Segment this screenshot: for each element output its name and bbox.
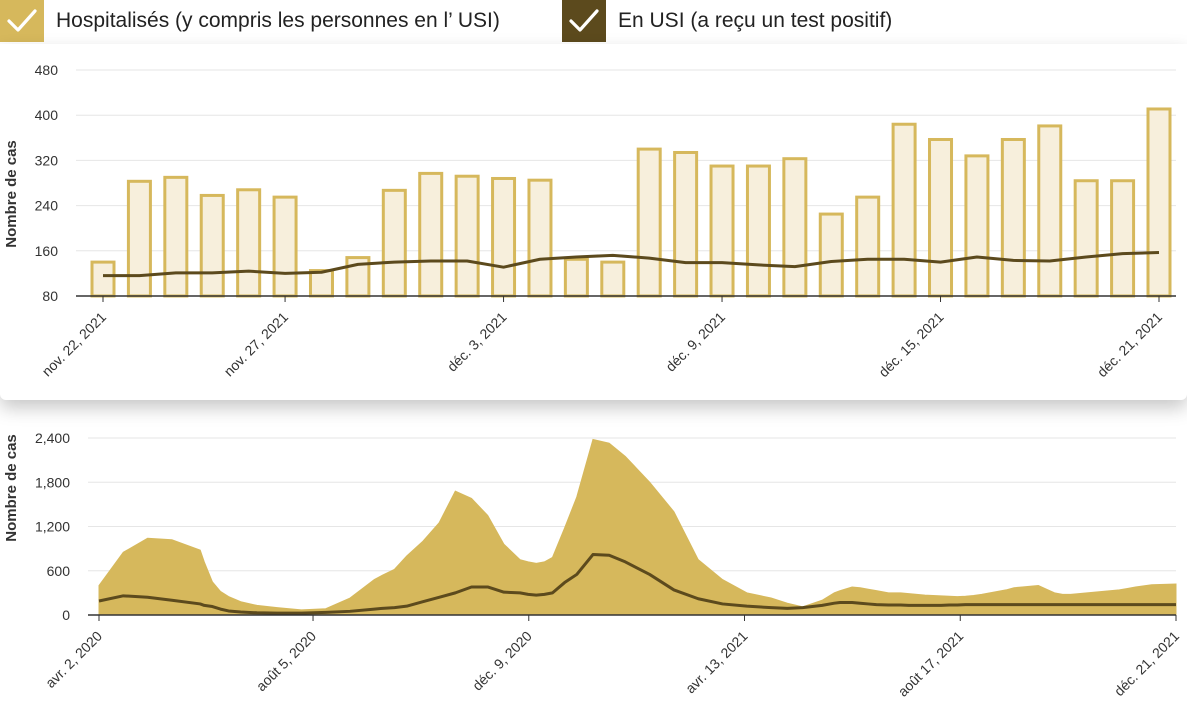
icu-line xyxy=(98,553,1176,615)
y-tick-label: 2,400 xyxy=(35,430,70,446)
x-tick-label: avr. 13, 2021 xyxy=(682,628,751,697)
recent-chart-card: 80 160 240 320 400 480 nov. 22, 2021 nov. 27, … xyxy=(0,44,1187,400)
legend-item-hospitalized[interactable]: Hospitalisés (y compris les personnes en… xyxy=(0,0,500,42)
y-axis: 0 600 1,200 1,800 2,400 xyxy=(35,430,70,623)
bar[interactable] xyxy=(855,195,881,298)
y-tick-label: 80 xyxy=(42,288,58,304)
y-axis-label: Nombre de cas xyxy=(3,140,20,248)
y-tick-label: 1,200 xyxy=(35,519,70,535)
legend: Hospitalisés (y compris les personnes en… xyxy=(0,0,1187,44)
y-tick-label: 160 xyxy=(35,243,59,259)
bar[interactable] xyxy=(454,174,480,298)
bar[interactable] xyxy=(1073,179,1099,298)
hospitalized-checkbox[interactable] xyxy=(0,0,44,42)
x-tick-label: nov. 27, 2021 xyxy=(221,309,292,380)
bar[interactable] xyxy=(1110,179,1136,298)
y-tick-label: 480 xyxy=(35,62,59,78)
bar[interactable] xyxy=(527,178,553,298)
bar[interactable] xyxy=(491,176,517,298)
bar[interactable] xyxy=(1000,137,1026,298)
x-tick-label: août 5, 2020 xyxy=(253,628,320,695)
y-tick-label: 1,800 xyxy=(35,474,70,490)
checkmark-icon xyxy=(569,9,599,32)
bar[interactable] xyxy=(126,179,152,298)
bar[interactable] xyxy=(199,193,225,298)
x-axis: nov. 22, 2021 nov. 27, 2021 déc. 3, 2021 dé… xyxy=(39,295,1176,380)
bar[interactable] xyxy=(600,260,626,298)
y-tick-label: 320 xyxy=(35,152,59,168)
y-axis: 80 160 240 320 400 480 xyxy=(35,62,59,304)
x-tick-label: déc. 21, 2021 xyxy=(1094,309,1165,380)
bar[interactable] xyxy=(782,157,808,298)
y-tick-label: 400 xyxy=(35,107,59,123)
y-tick-label: 600 xyxy=(47,563,71,579)
bar[interactable] xyxy=(563,257,589,298)
bars xyxy=(90,107,1172,298)
bar[interactable] xyxy=(381,188,407,298)
icu-series-line xyxy=(98,553,1176,615)
overall-area-chart: 0 600 1,200 1,800 2,400 avr. 2, 2020 août 5, … xyxy=(3,430,1182,700)
y-tick-label: 0 xyxy=(62,607,70,623)
icu-checkbox[interactable] xyxy=(562,0,606,42)
x-tick-label: déc. 21, 2021 xyxy=(1111,628,1182,699)
y-axis-label: Nombre de cas xyxy=(3,434,20,542)
recent-bar-chart: 80 160 240 320 400 480 nov. 22, 2021 nov. 27, … xyxy=(3,62,1176,380)
bar[interactable] xyxy=(891,122,917,298)
bar[interactable] xyxy=(745,164,771,298)
bar[interactable] xyxy=(709,164,735,298)
x-tick-label: nov. 22, 2021 xyxy=(39,309,110,380)
legend-item-icu[interactable]: En USI (a reçu un test positif) xyxy=(562,0,892,42)
x-tick-label: avr. 2, 2020 xyxy=(42,628,105,691)
x-tick-label: déc. 9, 2021 xyxy=(662,309,728,375)
bar[interactable] xyxy=(272,195,298,298)
bar[interactable] xyxy=(673,150,699,298)
bar[interactable] xyxy=(818,212,844,298)
bar[interactable] xyxy=(1146,107,1172,298)
bar[interactable] xyxy=(163,175,189,298)
x-tick-label: déc. 9, 2020 xyxy=(469,628,535,694)
x-tick-label: août 17, 2021 xyxy=(895,628,967,700)
hospitalized-area-path xyxy=(98,438,1177,616)
bar[interactable] xyxy=(1037,124,1063,298)
bar[interactable] xyxy=(636,147,662,298)
hospitalized-area xyxy=(98,438,1177,616)
bar[interactable] xyxy=(90,260,116,298)
icu-series-line xyxy=(103,250,1160,278)
legend-label-icu: En USI (a reçu un test positif) xyxy=(618,9,893,32)
legend-label-hospitalized: Hospitalisés (y compris les personnes en… xyxy=(56,9,500,32)
x-axis: avr. 2, 2020 août 5, 2020 déc. 9, 2020 avr.… xyxy=(42,614,1182,700)
bar[interactable] xyxy=(964,154,990,298)
bar[interactable] xyxy=(418,171,444,298)
overall-chart: 0 600 1,200 1,800 2,400 avr. 2, 2020 août 5, … xyxy=(0,400,1187,722)
icu-line xyxy=(103,250,1160,278)
y-tick-label: 240 xyxy=(35,198,59,214)
bar[interactable] xyxy=(236,188,262,298)
x-tick-label: déc. 3, 2021 xyxy=(444,309,510,375)
bar[interactable] xyxy=(928,137,954,298)
checkmark-icon xyxy=(7,9,37,32)
bar[interactable] xyxy=(308,269,334,298)
x-tick-label: déc. 15, 2021 xyxy=(875,309,946,380)
